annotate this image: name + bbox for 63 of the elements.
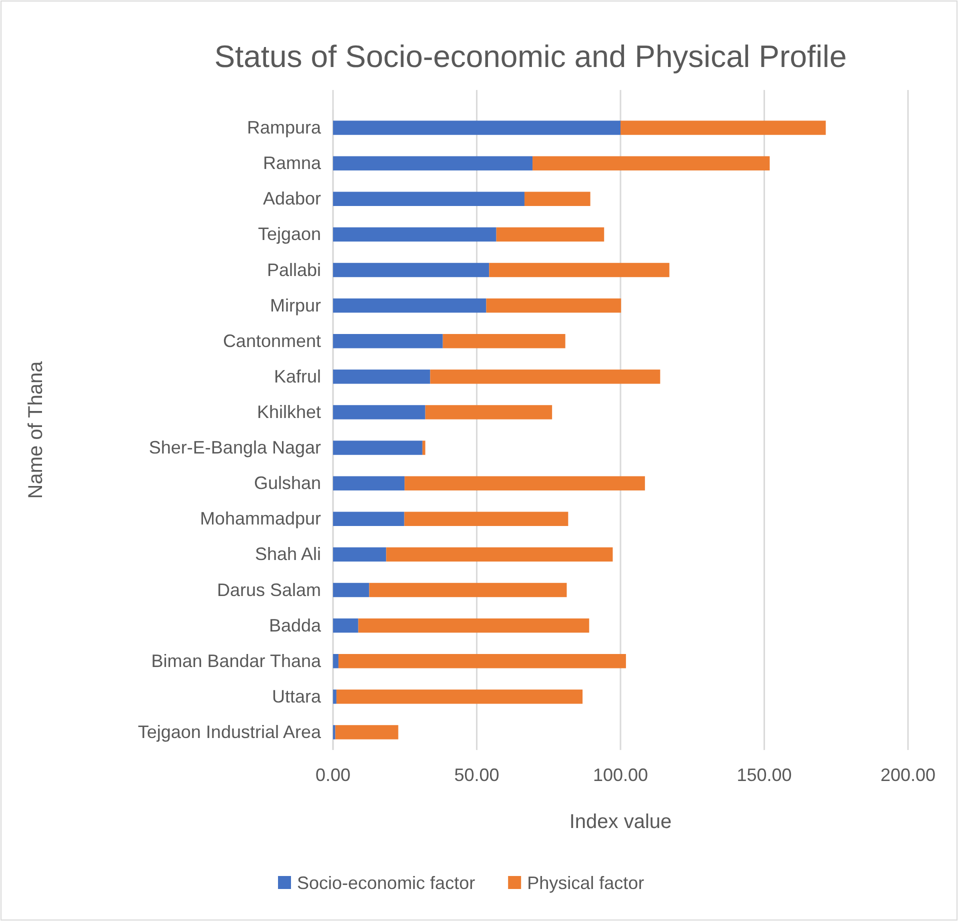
y-tick-label: Mohammadpur bbox=[200, 508, 321, 529]
bar bbox=[333, 120, 620, 135]
bar bbox=[486, 298, 622, 313]
bar bbox=[333, 262, 490, 278]
x-tick-label: 150.00 bbox=[736, 764, 792, 785]
y-tick-label: Tejgaon bbox=[258, 224, 321, 244]
legend-label: Physical factor bbox=[527, 873, 644, 893]
y-tick-label: Darus Salam bbox=[216, 580, 321, 600]
bar bbox=[333, 405, 426, 420]
bar bbox=[333, 370, 430, 384]
bar bbox=[333, 476, 405, 490]
y-tick-label: Ramna bbox=[262, 153, 322, 174]
bar bbox=[333, 690, 336, 704]
bar bbox=[333, 512, 404, 526]
bar bbox=[358, 618, 590, 633]
bar bbox=[524, 192, 590, 206]
bar bbox=[333, 654, 338, 668]
bar bbox=[333, 547, 386, 562]
bar bbox=[333, 227, 496, 242]
chart-title: Status of Socio-economic and Physical Profile bbox=[214, 39, 847, 74]
y-tick-label: Kafrul bbox=[274, 366, 321, 386]
bar bbox=[338, 654, 626, 668]
x-tick-label: 50.00 bbox=[454, 764, 500, 785]
bar bbox=[404, 512, 568, 526]
y-axis-title: Name of Thana bbox=[25, 360, 47, 499]
y-tick-label: Shah Ali bbox=[254, 544, 321, 564]
bar bbox=[489, 262, 670, 278]
bar bbox=[336, 690, 583, 704]
bar bbox=[333, 618, 358, 633]
bar bbox=[496, 227, 604, 242]
y-tick-label: Khilkhet bbox=[256, 402, 321, 422]
bar bbox=[333, 192, 524, 206]
x-tick-label: 100.00 bbox=[592, 764, 648, 785]
bar bbox=[425, 405, 552, 420]
bar bbox=[333, 334, 443, 348]
bar bbox=[430, 370, 660, 384]
y-tick-label: Uttara bbox=[272, 686, 322, 706]
y-tick-label: Cantonment bbox=[222, 330, 321, 351]
bar bbox=[386, 547, 613, 562]
bar bbox=[620, 120, 826, 135]
y-tick-label: Pallabi bbox=[266, 260, 321, 280]
bar bbox=[422, 440, 426, 455]
y-tick-label: Biman Bandar Thana bbox=[151, 650, 322, 671]
x-tick-label: 0.00 bbox=[315, 764, 351, 785]
legend-label: Socio-economic factor bbox=[297, 873, 476, 893]
x-axis-title: Index value bbox=[569, 811, 672, 833]
bar bbox=[333, 298, 486, 313]
y-tick-label: Tejgaon Industrial Area bbox=[138, 722, 322, 742]
bar bbox=[369, 582, 567, 598]
y-tick-label: Adabor bbox=[262, 188, 321, 209]
bar bbox=[335, 725, 398, 740]
bar bbox=[442, 334, 566, 348]
y-tick-label: Gulshan bbox=[254, 473, 321, 494]
y-tick-label: Rampura bbox=[246, 118, 322, 138]
bar bbox=[333, 156, 533, 170]
bar bbox=[532, 156, 770, 170]
y-tick-label: Badda bbox=[268, 615, 322, 636]
y-tick-label: Mirpur bbox=[270, 295, 321, 316]
x-tick-label: 200.00 bbox=[880, 764, 936, 785]
y-tick-label: Sher-E-Bangla Nagar bbox=[148, 438, 321, 458]
bar bbox=[404, 476, 645, 490]
bar bbox=[333, 440, 422, 455]
bar bbox=[333, 582, 370, 598]
